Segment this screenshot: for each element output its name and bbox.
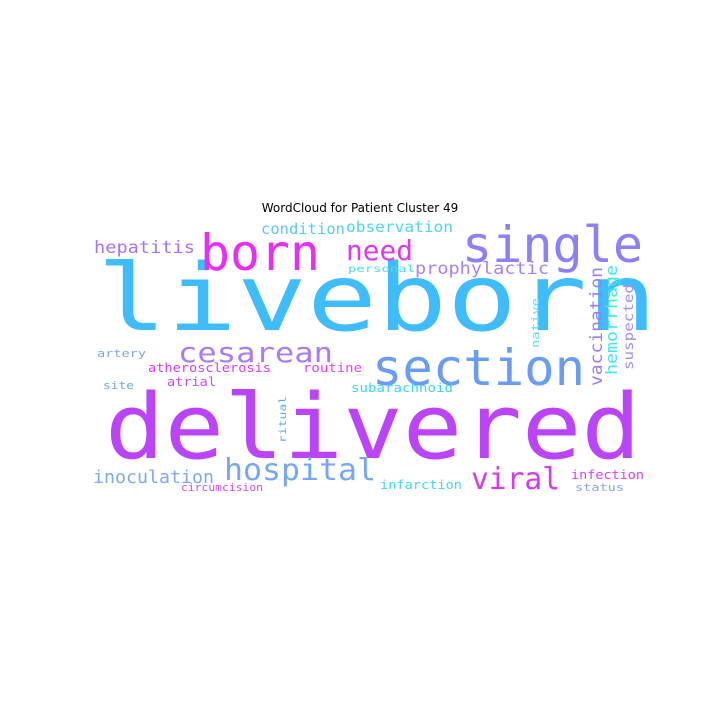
word-cesarean: cesarean bbox=[178, 336, 333, 369]
word-prophylactic: prophylactic bbox=[415, 259, 549, 279]
word-atherosclerosis: atherosclerosis bbox=[148, 361, 271, 375]
word-artery: artery bbox=[97, 347, 146, 360]
word-subarachnoid: subarachnoid bbox=[351, 381, 453, 395]
word-personal: personal bbox=[348, 264, 415, 275]
word-routine: routine bbox=[303, 361, 362, 375]
word-status: status bbox=[575, 481, 624, 494]
word-inoculation: inoculation bbox=[93, 467, 214, 488]
word-infarction: infarction bbox=[380, 478, 462, 492]
word-circumcision: circumcision bbox=[181, 481, 263, 494]
word-ritual: ritual bbox=[278, 396, 289, 443]
word-hepatitis: hepatitis bbox=[94, 238, 195, 258]
word-section: section bbox=[372, 339, 585, 397]
word-site: site bbox=[103, 379, 134, 392]
word-born: born bbox=[200, 224, 320, 282]
word-condition: condition bbox=[261, 220, 345, 238]
word-vaccination: vaccination bbox=[587, 267, 607, 386]
word-hospital: hospital bbox=[224, 453, 376, 488]
word-infection: infection bbox=[571, 468, 644, 482]
word-viral: viral bbox=[471, 462, 560, 497]
word-delivered: delivered bbox=[105, 375, 641, 480]
word-atrial: atrial bbox=[167, 375, 216, 389]
chart-title: WordCloud for Patient Cluster 49 bbox=[261, 201, 459, 215]
word-native: native bbox=[529, 298, 542, 348]
word-need: need bbox=[346, 234, 413, 267]
word-observation: observation bbox=[346, 218, 453, 236]
word-liveborn: liveborn bbox=[97, 244, 657, 352]
word-single: single bbox=[462, 216, 643, 274]
word-hemorrhage: hemorrhage bbox=[602, 265, 621, 375]
word-suspected: suspected bbox=[622, 284, 637, 370]
